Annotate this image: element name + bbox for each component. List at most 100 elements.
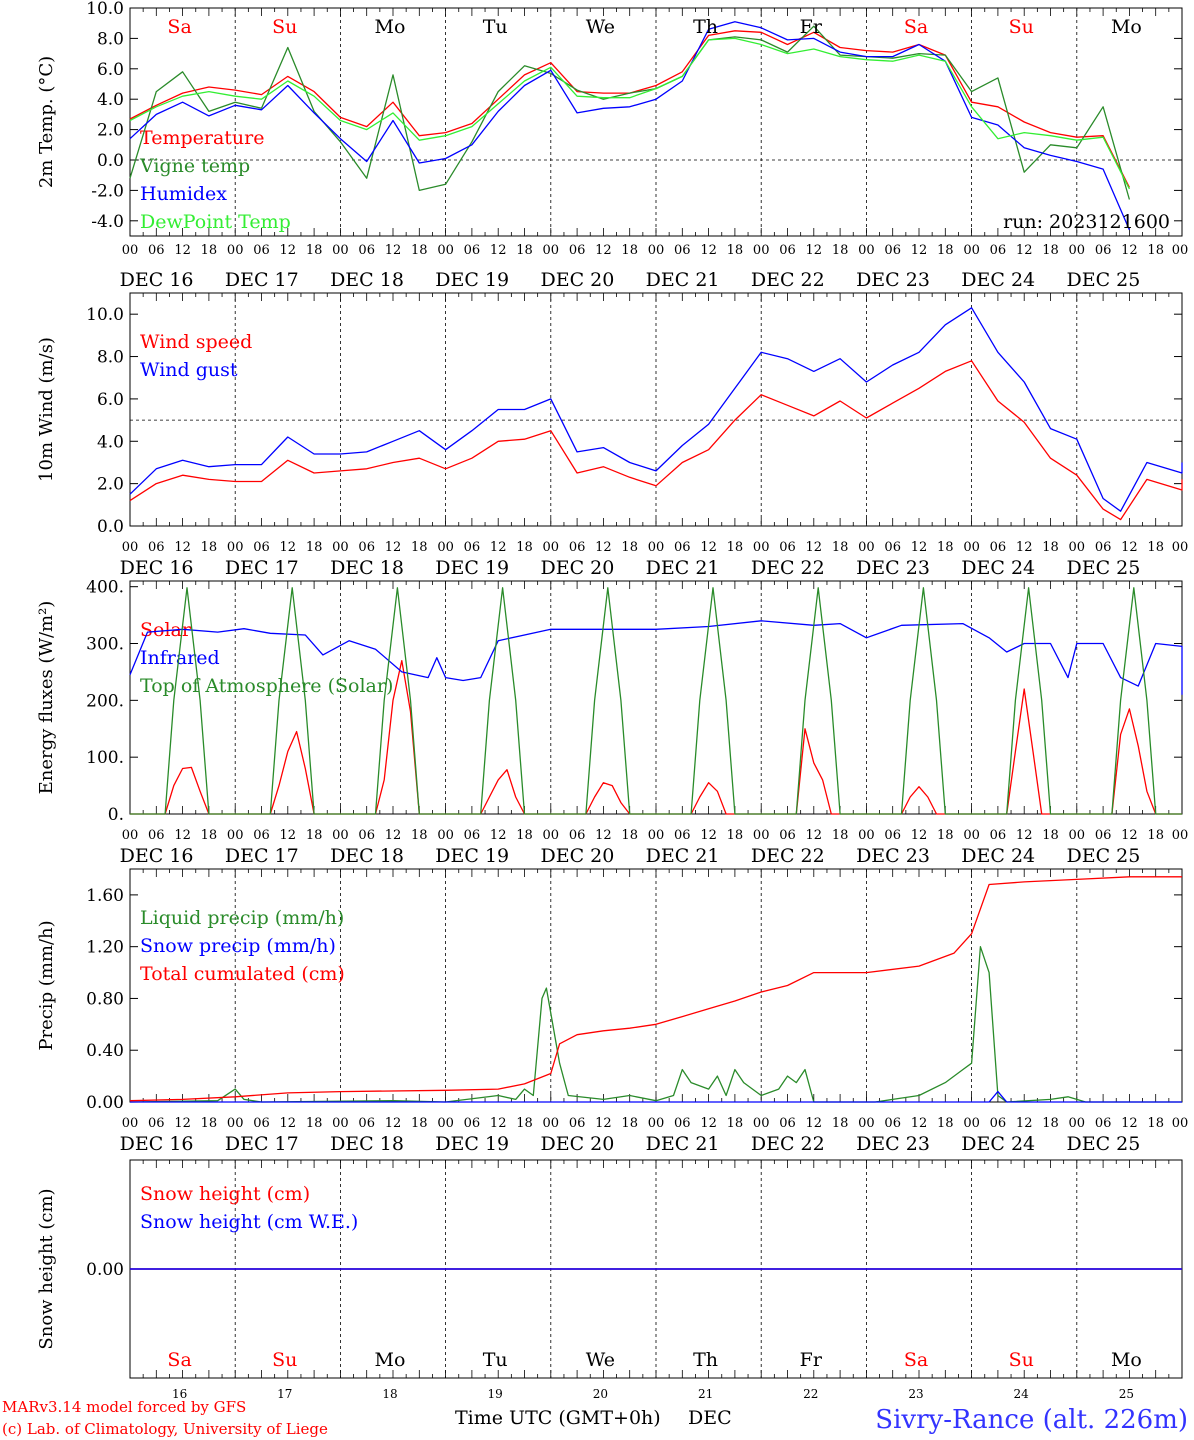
y-tick-label: -2.0 [91,181,124,201]
date-label: DEC 22 [751,269,825,291]
hour-tick-label: 06 [884,540,901,555]
hour-tick-label: 06 [569,243,586,258]
hour-tick-label: 18 [306,828,323,843]
y-axis-label: 2m Temp. (°C) [36,56,57,188]
hour-tick-label: 12 [385,1116,402,1131]
day-number-label: 18 [382,1387,397,1401]
hour-tick-label: 06 [464,540,481,555]
legend-entry: Humidex [140,183,227,205]
date-label: DEC 24 [961,1133,1035,1155]
hour-tick-label: 00 [227,1116,244,1131]
hour-tick-label: 00 [227,540,244,555]
hour-tick-label: 18 [727,540,744,555]
series-line [130,659,1182,815]
hour-tick-label: 12 [806,1116,823,1131]
hour-tick-label: 12 [1121,1116,1138,1131]
series-line [129,307,1183,512]
hour-tick-label: 00 [437,1116,454,1131]
hour-tick-label: 00 [648,540,665,555]
day-number-label: 19 [488,1387,503,1401]
hour-tick-label: 18 [621,243,638,258]
date-label: DEC 25 [1066,557,1140,579]
hour-tick-label: 18 [411,243,428,258]
legend-entry: Vigne temp [139,155,250,177]
weekday-label: Su [272,16,297,38]
date-label: DEC 19 [435,269,509,291]
legend-entry: Wind gust [140,359,238,381]
hour-tick-label: 12 [280,1116,297,1131]
hour-tick-label: 18 [306,540,323,555]
y-tick-label: 1.60 [86,886,124,906]
hour-tick-label: 06 [990,540,1007,555]
day-number-label: 21 [698,1387,713,1401]
date-label: DEC 20 [540,557,614,579]
hour-tick-label: 00 [227,828,244,843]
day-number-label: 20 [593,1387,608,1401]
date-label: DEC 18 [330,557,404,579]
hour-tick-label: 06 [779,540,796,555]
weekday-label: Th [693,16,718,38]
y-axis-label: 10m Wind (m/s) [36,337,57,482]
y-tick-label: 0.00 [86,1260,124,1280]
y-tick-label: 4.0 [97,432,124,452]
weekday-label: Mo [375,16,406,38]
y-tick-label: 0.00 [86,1093,124,1113]
hour-tick-label: 06 [779,1116,796,1131]
hour-tick-label: 12 [1016,1116,1033,1131]
hour-tick-label: 18 [516,243,533,258]
series-line [129,360,1183,521]
hour-tick-label: 00 [437,243,454,258]
hour-tick-label: 00 [332,243,349,258]
hour-tick-label: 12 [911,828,928,843]
panel-4: 0.00 0.40 0.80 1.20 1.60 Precip (mm/h) Liquid … [36,868,1188,1155]
footer-copyright: (c) Lab. of Climatology, University of L… [2,1420,328,1438]
hour-tick-label: 06 [253,540,270,555]
hour-tick-label: 12 [280,243,297,258]
date-label: DEC 21 [646,845,720,867]
y-tick-label: 0.0 [97,517,124,537]
hour-tick-label: 00 [753,540,770,555]
hour-tick-label: 18 [1147,828,1164,843]
legend-entry: Total cumulated (cm) [140,963,345,985]
hour-tick-label: 00 [122,1116,139,1131]
hour-tick-label: 00 [858,1116,875,1131]
hour-tick-label: 06 [464,1116,481,1131]
legend-entry: Wind speed [140,331,252,353]
legend-entry: Infrared [140,647,220,669]
hour-tick-label: 12 [490,1116,507,1131]
hour-tick-label: 00 [227,243,244,258]
date-label: DEC 21 [646,557,720,579]
hour-tick-label: 00 [858,243,875,258]
hour-tick-label: 12 [174,243,191,258]
hour-tick-label: 00 [437,540,454,555]
weekday-label: Th [693,1349,718,1371]
hour-tick-label: 12 [700,243,717,258]
footer-model: MARv3.14 model forced by GFS [2,1398,246,1416]
hour-tick-label: 12 [385,828,402,843]
date-label: DEC 24 [961,557,1035,579]
footer-station: Sivry-Rance (alt. 226m) [875,1405,1188,1435]
panel-3: 0.100.200.300.400.Energy fluxes (W/m²) So… [36,578,1188,867]
weekday-label: Mo [1111,1349,1142,1371]
date-label: DEC 18 [330,1133,404,1155]
weekday-label: Mo [375,1349,406,1371]
date-label: DEC 16 [120,269,194,291]
hour-tick-label: 18 [1042,1116,1059,1131]
hour-tick-label: 12 [1121,540,1138,555]
date-label: DEC 18 [330,269,404,291]
hour-tick-label: 06 [464,828,481,843]
y-tick-label: 6.0 [97,60,124,80]
hour-tick-label: 00 [332,1116,349,1131]
hour-tick-label: 18 [411,1116,428,1131]
y-tick-label: 2.0 [97,121,124,141]
hour-tick-label: 06 [569,540,586,555]
y-tick-label: 300. [86,635,124,655]
date-label: DEC 16 [120,557,194,579]
hour-tick-label: 06 [253,1116,270,1131]
hour-tick-label: 18 [201,540,218,555]
hour-tick-label: 18 [832,828,849,843]
series-line [129,37,1130,190]
date-label: DEC 23 [856,557,930,579]
hour-tick-label: 00 [858,828,875,843]
series-line [129,21,1130,231]
